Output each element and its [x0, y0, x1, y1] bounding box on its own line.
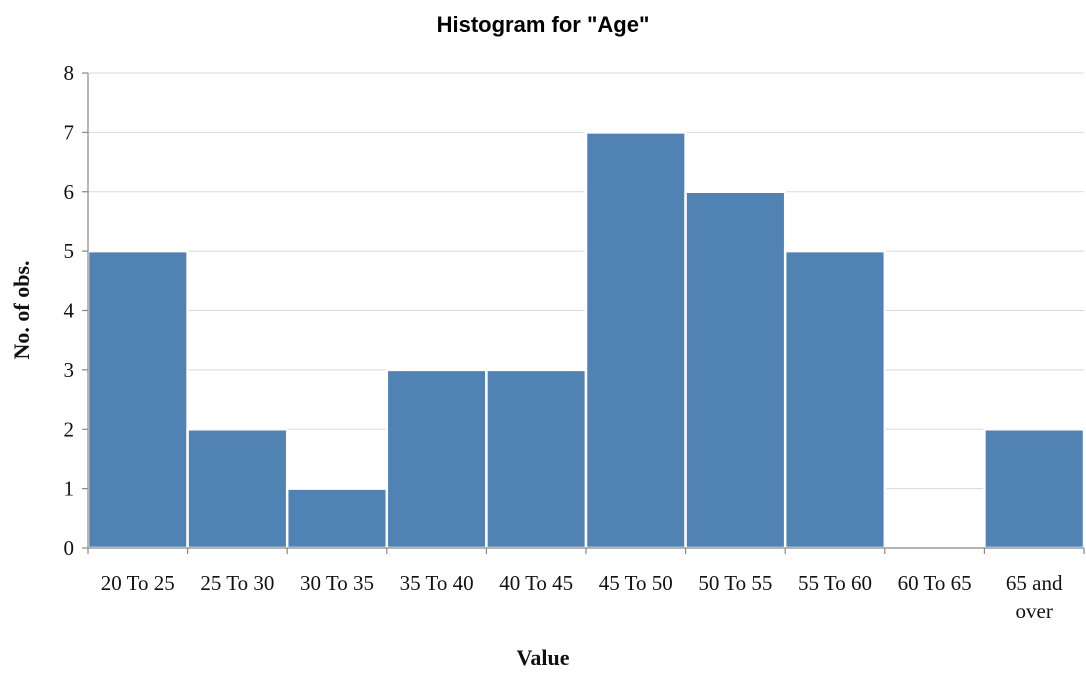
bars	[86, 131, 1086, 550]
x-tick-label: 25 To 30	[200, 571, 274, 595]
y-tick-label: 6	[64, 180, 75, 204]
bar-6	[684, 190, 787, 550]
x-tick-label: 20 To 25	[101, 571, 175, 595]
axes	[82, 72, 1085, 554]
chart-title: Histogram for "Age"	[436, 12, 650, 37]
x-axis-title: Value	[516, 645, 570, 670]
y-tick-label: 8	[64, 61, 75, 85]
y-tick-label: 5	[64, 239, 75, 263]
x-tick-label: 65 and over	[1006, 571, 1063, 623]
x-tick-label: 40 To 45	[499, 571, 573, 595]
y-tick-label: 4	[64, 299, 75, 323]
bar-3	[385, 368, 488, 550]
bar-7	[783, 249, 887, 550]
bar-2	[285, 487, 389, 550]
x-tick-label: 45 To 50	[599, 571, 673, 595]
y-tick-label: 2	[64, 417, 75, 441]
bar-1	[186, 428, 289, 550]
x-tick-label: 60 To 65	[898, 571, 972, 595]
x-tick-label: 50 To 55	[698, 571, 772, 595]
y-tick-label: 7	[64, 120, 75, 144]
y-tick-label: 3	[64, 358, 75, 382]
bar-5	[584, 131, 687, 550]
x-tick-label: 30 To 35	[300, 571, 374, 595]
bar-4	[485, 368, 588, 550]
x-tick-label: 35 To 40	[400, 571, 474, 595]
y-tick-label: 1	[64, 477, 75, 501]
y-tick-label: 0	[64, 536, 75, 560]
tick-labels: 0 1 2 3 4 5 6 7 8 20 To 25 25 To 30 30 To 35 35 To 4…	[64, 61, 1063, 623]
x-tick-label: 55 To 60	[798, 571, 872, 595]
bar-9	[983, 428, 1086, 550]
bar-0	[86, 249, 189, 550]
